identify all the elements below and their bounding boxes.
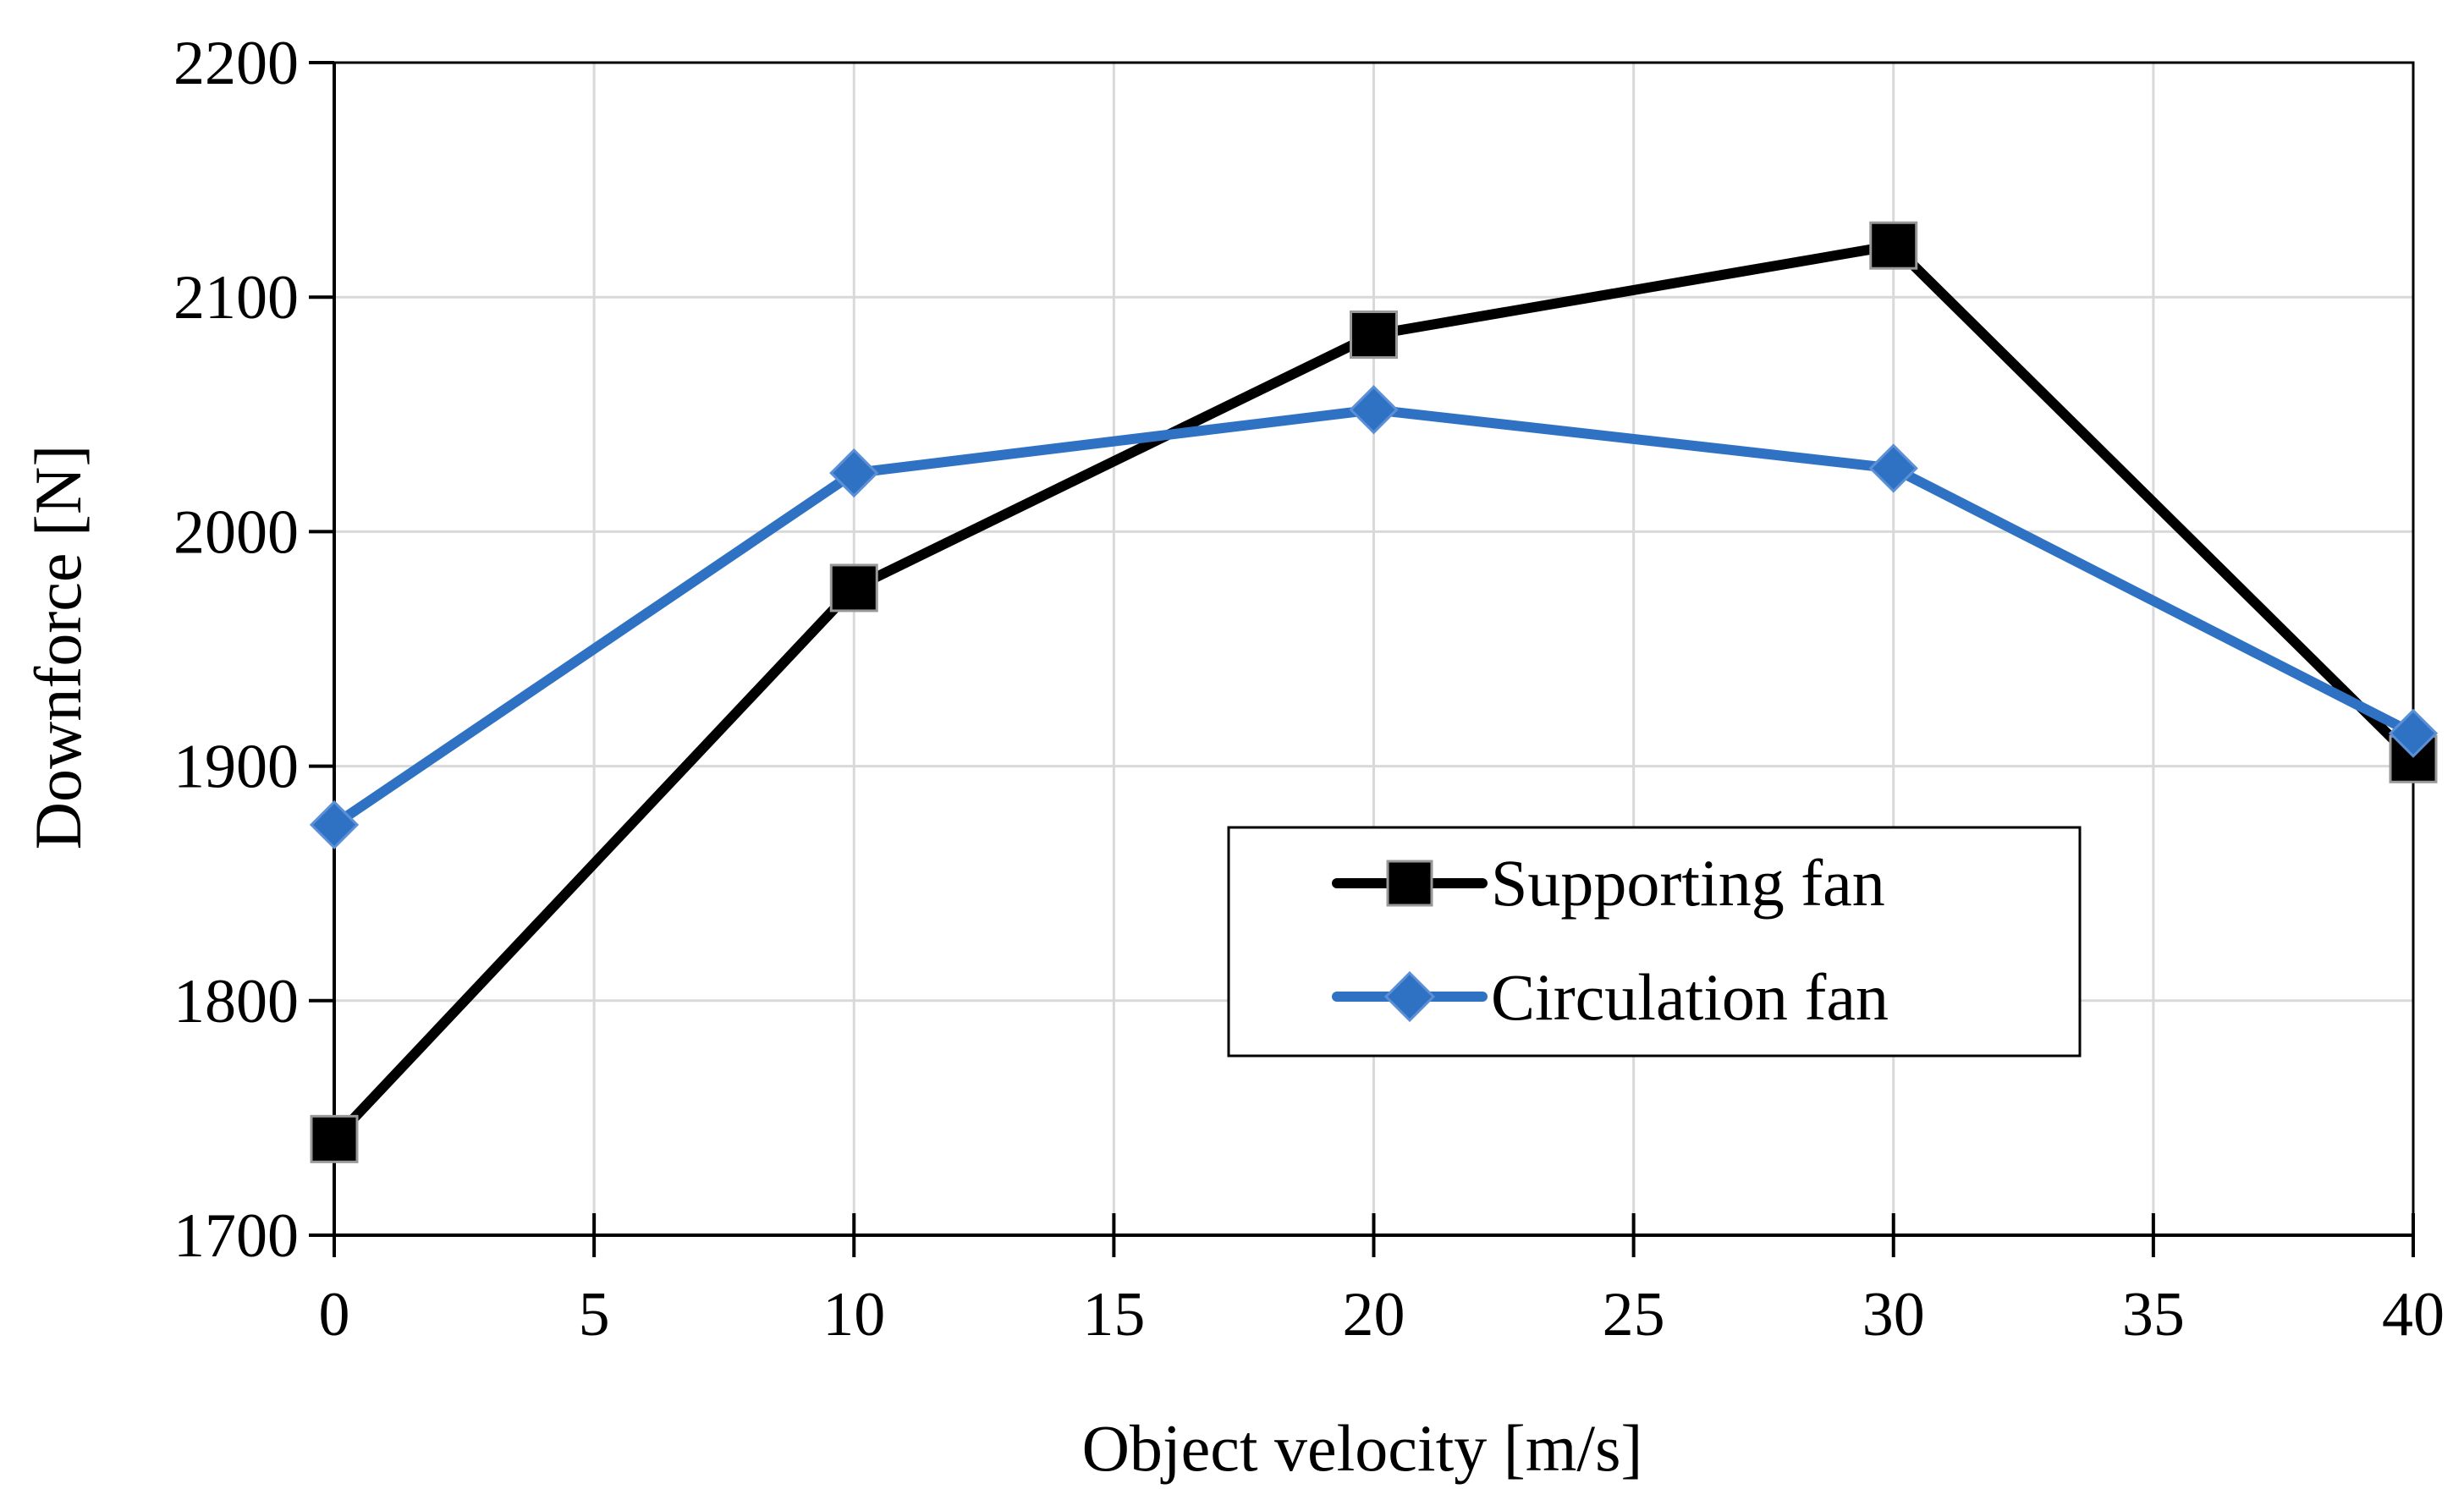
x-tick-label: 10: [822, 1280, 885, 1349]
legend: Supporting fan Circulation fan: [1227, 826, 2082, 1058]
y-axis-title: Downforce [N]: [21, 445, 95, 850]
x-tick-label: 5: [579, 1280, 610, 1349]
tick-labels: 1700 1800 1900 2000 2100 2200 0 5 10 15 20 25 30 35 40: [173, 29, 2445, 1349]
y-tick-label: 2000: [173, 497, 299, 567]
x-tick-label: 20: [1343, 1280, 1405, 1349]
x-tick-label: 15: [1082, 1280, 1145, 1349]
x-tick-label: 40: [2382, 1280, 2445, 1349]
y-tick-label: 1700: [173, 1201, 299, 1271]
x-tick-label: 0: [319, 1280, 350, 1349]
legend-marker-circulation-fan: [1383, 970, 1436, 1023]
data-point-circulation-fan: [829, 448, 879, 498]
data-point-circulation-fan: [2388, 708, 2439, 758]
axes: [309, 61, 2415, 1257]
y-tick-label: 1800: [173, 967, 299, 1036]
x-tick-label: 35: [2122, 1280, 2185, 1349]
x-tick-label: 30: [1862, 1280, 1925, 1349]
grid-lines: [334, 61, 2415, 1237]
x-axis-title: Object velocity [m/s]: [1082, 1411, 1643, 1485]
x-tick-label: 25: [1603, 1280, 1665, 1349]
data-point-supporting-fan: [829, 563, 878, 613]
legend-label-circulation-fan: Circulation fan: [1491, 960, 1889, 1034]
legend-box: [1227, 826, 2082, 1058]
legend-marker-supporting-fan: [1386, 860, 1433, 907]
legend-label-supporting-fan: Supporting fan: [1491, 846, 1885, 920]
series-markers: [309, 221, 2439, 1163]
data-point-supporting-fan: [1350, 310, 1398, 360]
data-point-circulation-fan: [1349, 385, 1399, 435]
data-point-circulation-fan: [1868, 443, 1918, 493]
data-point-supporting-fan: [1869, 221, 1918, 270]
data-point-supporting-fan: [310, 1114, 359, 1163]
y-tick-label: 1900: [173, 733, 299, 802]
y-tick-label: 2100: [173, 263, 299, 332]
data-point-circulation-fan: [309, 799, 360, 850]
y-tick-label: 2200: [173, 29, 299, 98]
